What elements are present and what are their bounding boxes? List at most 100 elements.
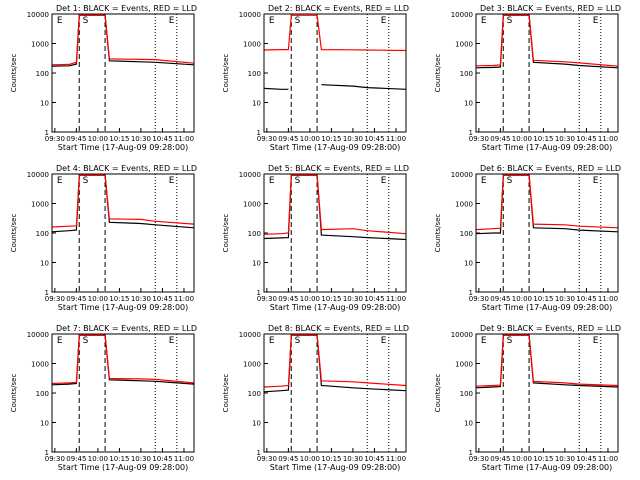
- x-tick-label: 10:45: [364, 455, 384, 463]
- marker-label: E: [381, 336, 387, 346]
- x-tick-label: 10:30: [343, 135, 363, 143]
- marker-label: E: [481, 16, 487, 26]
- plot-frame: [475, 173, 619, 293]
- plot-frame: [51, 333, 195, 453]
- x-tick-label: 10:00: [512, 455, 532, 463]
- x-tick-label: 09:45: [490, 135, 510, 143]
- x-tick-label: 10:15: [109, 455, 129, 463]
- y-tick-label: 10000: [27, 171, 49, 179]
- y-tick-label: 10: [252, 260, 261, 268]
- panel-det-8: Det 8: BLACK = Events, RED = LLD 1 10 100 10…: [222, 324, 409, 472]
- x-tick-label: 10:00: [300, 455, 320, 463]
- x-tick-label: 10:15: [533, 135, 553, 143]
- y-tick-label: 100: [460, 230, 473, 238]
- y-axis-label: Counts/sec: [222, 54, 230, 93]
- x-tick-label: 11:00: [386, 295, 406, 303]
- panel-title: Det 3: BLACK = Events, RED = LLD: [480, 4, 621, 13]
- lld-line: [263, 174, 407, 235]
- x-tick-label: 10:00: [300, 295, 320, 303]
- y-tick-label: 10: [464, 100, 473, 108]
- x-tick-label: 10:30: [343, 455, 363, 463]
- panel-title: Det 1: BLACK = Events, RED = LLD: [56, 4, 197, 13]
- y-axis-label: Counts/sec: [434, 214, 442, 253]
- lld-line: [475, 174, 619, 231]
- plot-frame: [475, 333, 619, 453]
- x-tick-label: 09:45: [490, 455, 510, 463]
- marker-label: E: [593, 16, 599, 26]
- marker-label: E: [169, 176, 175, 186]
- x-tick-label: 11:00: [598, 295, 618, 303]
- panel-title: Det 4: BLACK = Events, RED = LLD: [56, 164, 197, 173]
- x-tick-label: 10:45: [152, 135, 172, 143]
- marker-label: E: [269, 16, 275, 26]
- y-axis-label: Counts/sec: [10, 214, 18, 253]
- y-tick-label: 10000: [451, 171, 473, 179]
- y-tick-label: 10000: [239, 171, 261, 179]
- marker-label: S: [83, 336, 89, 346]
- y-tick-label: 1: [257, 449, 261, 457]
- plot-frame: [263, 173, 407, 293]
- marker-label: S: [295, 176, 301, 186]
- y-axis-label: Counts/sec: [434, 374, 442, 413]
- x-tick-label: 11:00: [174, 295, 194, 303]
- y-tick-label: 1: [469, 289, 473, 297]
- lld-line: [263, 334, 407, 388]
- x-axis-label: Start Time (17-Aug-09 09:28:00): [270, 303, 401, 312]
- y-tick-label: 1: [469, 449, 473, 457]
- lld-line: [51, 174, 195, 228]
- x-tick-label: 10:00: [300, 135, 320, 143]
- x-tick-label: 11:00: [174, 455, 194, 463]
- y-tick-label: 1: [45, 289, 49, 297]
- x-tick-label: 09:45: [278, 295, 298, 303]
- y-tick-label: 100: [460, 70, 473, 78]
- y-tick-label: 10: [40, 100, 49, 108]
- x-axis-label: Start Time (17-Aug-09 09:28:00): [270, 463, 401, 472]
- y-tick-label: 1000: [31, 361, 49, 369]
- y-tick-label: 1: [45, 129, 49, 137]
- panel-det-3: Det 3: BLACK = Events, RED = LLD 1 10 100 10…: [434, 4, 621, 152]
- x-tick-label: 09:45: [66, 295, 86, 303]
- x-tick-label: 10:15: [321, 295, 341, 303]
- x-tick-label: 11:00: [174, 135, 194, 143]
- y-tick-label: 100: [36, 70, 49, 78]
- x-tick-label: 10:00: [512, 135, 532, 143]
- y-tick-label: 10000: [451, 331, 473, 339]
- x-tick-label: 09:45: [278, 455, 298, 463]
- plot-frame: [263, 13, 407, 133]
- x-axis-label: Start Time (17-Aug-09 09:28:00): [58, 143, 189, 152]
- events-line: [263, 84, 407, 90]
- y-tick-label: 10: [40, 260, 49, 268]
- x-tick-label: 10:30: [555, 295, 575, 303]
- x-tick-label: 09:45: [278, 135, 298, 143]
- panel-title: Det 9: BLACK = Events, RED = LLD: [480, 324, 621, 333]
- panel-det-6: Det 6: BLACK = Events, RED = LLD 1 10 100 10…: [434, 164, 621, 312]
- marker-label: S: [295, 336, 301, 346]
- x-tick-label: 10:15: [533, 295, 553, 303]
- x-tick-label: 11:00: [386, 135, 406, 143]
- y-axis-label: Counts/sec: [10, 374, 18, 413]
- panel-det-2: Det 2: BLACK = Events, RED = LLD 1 10 100 10…: [222, 4, 409, 152]
- x-tick-label: 09:30: [469, 455, 489, 463]
- x-tick-label: 10:30: [131, 295, 151, 303]
- y-tick-label: 100: [248, 230, 261, 238]
- x-tick-label: 09:45: [490, 295, 510, 303]
- y-tick-label: 100: [248, 70, 261, 78]
- panel-title: Det 7: BLACK = Events, RED = LLD: [56, 324, 197, 333]
- x-axis-label: Start Time (17-Aug-09 09:28:00): [482, 303, 613, 312]
- marker-label: S: [83, 16, 89, 26]
- lld-line: [475, 334, 619, 387]
- plot-frame: [51, 13, 195, 133]
- panel-det-9: Det 9: BLACK = Events, RED = LLD 1 10 100 10…: [434, 324, 621, 472]
- x-tick-label: 10:00: [88, 295, 108, 303]
- y-axis-label: Counts/sec: [434, 54, 442, 93]
- marker-label: E: [381, 176, 387, 186]
- marker-label: E: [169, 336, 175, 346]
- x-tick-label: 10:30: [131, 455, 151, 463]
- y-tick-label: 1000: [455, 201, 473, 209]
- panel-det-4: Det 4: BLACK = Events, RED = LLD 1 10 100 10…: [10, 164, 197, 312]
- marker-label: E: [269, 336, 275, 346]
- x-tick-label: 10:15: [321, 455, 341, 463]
- x-tick-label: 10:30: [555, 455, 575, 463]
- y-tick-label: 10: [252, 100, 261, 108]
- x-tick-label: 10:45: [576, 455, 596, 463]
